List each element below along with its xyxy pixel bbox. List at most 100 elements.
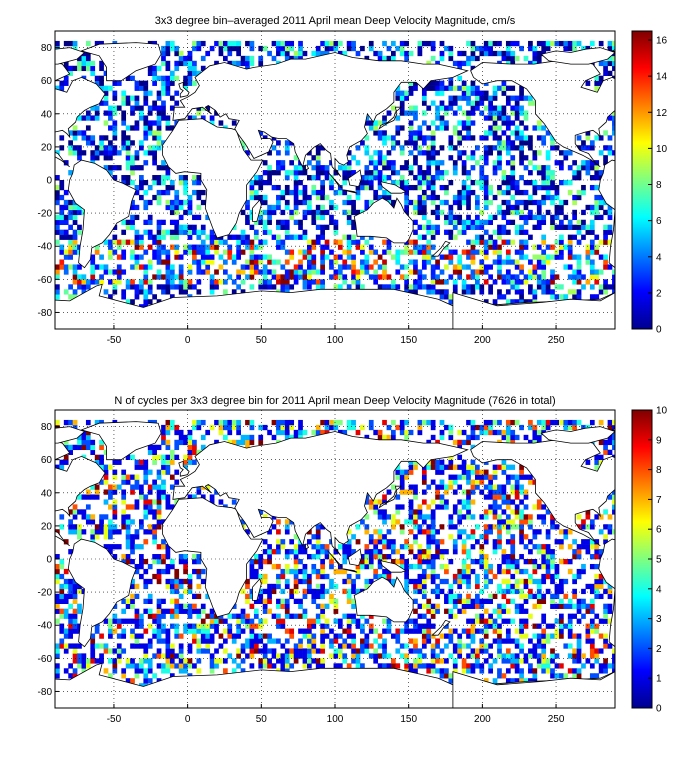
heatmap-cell (125, 529, 131, 535)
heatmap-cell (346, 623, 352, 629)
heatmap-cell (426, 504, 432, 510)
heatmap-cell (161, 55, 166, 62)
heatmap-cell (541, 194, 547, 201)
heatmap-cell (337, 264, 343, 270)
heatmap-cell (545, 155, 551, 161)
heatmap-cell (466, 289, 471, 295)
heatmap-cell (475, 524, 480, 530)
heatmap-cell (368, 623, 374, 629)
heatmap-cell (315, 214, 321, 221)
heatmap-cell (404, 110, 409, 116)
heatmap-cell (143, 648, 149, 654)
heatmap-cell (421, 628, 427, 634)
heatmap-cell (541, 519, 547, 525)
heatmap-cell (430, 189, 436, 196)
heatmap-cell (125, 299, 131, 305)
heatmap-cell (280, 224, 286, 230)
y-tick-label: 80 (41, 43, 53, 54)
heatmap-cell (161, 598, 166, 604)
heatmap-cell (59, 608, 65, 614)
heatmap-cell (483, 598, 489, 604)
heatmap-cell (452, 578, 458, 585)
heatmap-cell (430, 563, 436, 570)
heatmap-cell (479, 554, 485, 560)
heatmap-cell (236, 45, 241, 52)
heatmap-cell (324, 254, 330, 260)
heatmap-cell (519, 239, 524, 245)
heatmap-cell (536, 284, 542, 290)
heatmap-cell (488, 618, 493, 624)
heatmap-cell (134, 459, 140, 465)
heatmap-cell (497, 135, 502, 141)
heatmap-cell (245, 593, 250, 600)
heatmap-cell (421, 175, 427, 181)
heatmap-cell (386, 239, 392, 245)
heatmap-cell (298, 559, 303, 565)
heatmap-cell (108, 504, 113, 510)
heatmap-cell (293, 184, 299, 191)
heatmap-cell (589, 628, 595, 634)
heatmap-cell (320, 648, 325, 654)
heatmap-cell (505, 514, 511, 520)
heatmap-cell (183, 284, 188, 290)
heatmap-cell (386, 284, 392, 290)
heatmap-cell (479, 489, 485, 495)
heatmap-cell (324, 224, 330, 230)
heatmap-cell (258, 269, 264, 275)
heatmap-cell (355, 279, 361, 285)
heatmap-cell (289, 653, 295, 659)
heatmap-cell (554, 524, 560, 530)
heatmap-cell (466, 125, 471, 131)
heatmap-cell (333, 284, 339, 290)
heatmap-cell (169, 180, 175, 186)
heatmap-cell (475, 663, 480, 669)
heatmap-cell (143, 279, 149, 285)
heatmap-cell (99, 658, 104, 664)
heatmap-cell (510, 618, 516, 624)
heatmap-cell (572, 224, 577, 230)
heatmap-cell (461, 284, 467, 290)
heatmap-cell (413, 484, 418, 490)
heatmap-cell (457, 608, 463, 614)
heatmap-cell (439, 504, 445, 510)
heatmap-cell (404, 653, 409, 659)
heatmap-cell (612, 130, 615, 136)
heatmap-cell (444, 184, 449, 191)
heatmap-cell (165, 668, 171, 674)
heatmap-cell (483, 419, 489, 426)
heatmap-cell (505, 40, 511, 47)
heatmap-cell (364, 165, 370, 171)
heatmap-cell (156, 633, 162, 639)
heatmap-cell (253, 554, 259, 560)
heatmap-cell (510, 279, 516, 285)
heatmap-cell (346, 529, 352, 535)
heatmap-cell (492, 618, 498, 624)
heatmap-cell (103, 135, 109, 141)
heatmap-cell (360, 623, 365, 629)
heatmap-cell (77, 65, 82, 72)
heatmap-cell (112, 554, 118, 560)
heatmap-cell (457, 444, 463, 451)
heatmap-cell (351, 419, 356, 426)
heatmap-cell (444, 673, 449, 679)
heatmap-cell (541, 40, 547, 47)
heatmap-cell (108, 484, 113, 490)
heatmap-cell (324, 419, 330, 426)
heatmap-cell (563, 244, 569, 250)
heatmap-cell (355, 658, 361, 664)
heatmap-cell (209, 494, 215, 500)
heatmap-cell (559, 249, 564, 255)
heatmap-cell (298, 643, 303, 649)
heatmap-cell (143, 299, 149, 305)
heatmap-cell (315, 194, 321, 201)
heatmap-cell (589, 160, 595, 166)
heatmap-cell (426, 249, 432, 255)
heatmap-cell (550, 145, 555, 151)
heatmap-cell (139, 279, 144, 285)
heatmap-cell (497, 628, 502, 634)
heatmap-cell (315, 568, 321, 575)
heatmap-cell (408, 563, 414, 570)
heatmap-cell (209, 45, 215, 52)
heatmap-cell (346, 593, 352, 600)
heatmap-cell (505, 229, 511, 235)
